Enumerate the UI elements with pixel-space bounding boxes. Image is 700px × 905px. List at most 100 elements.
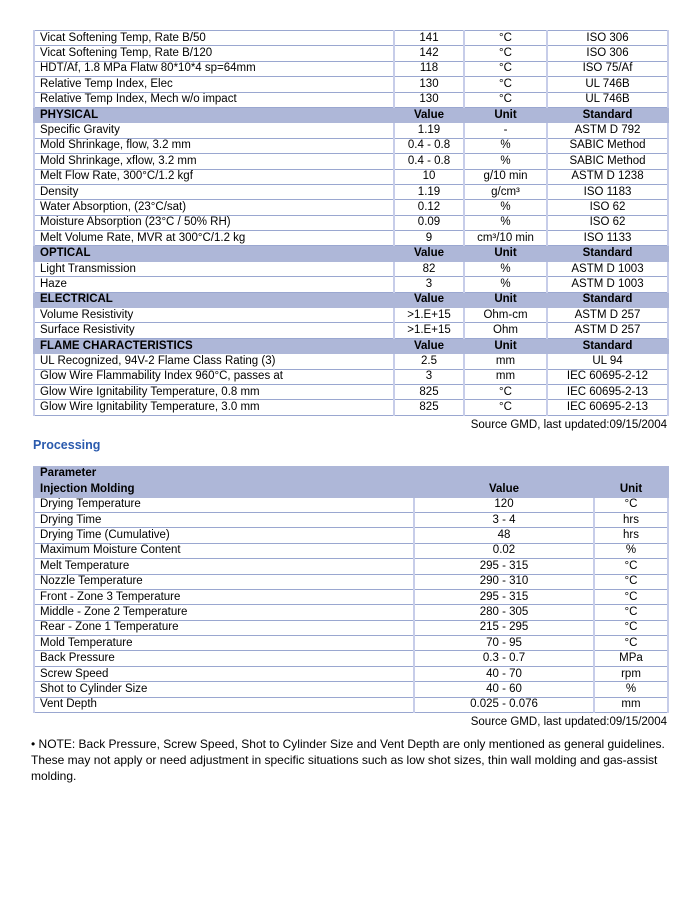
cell-value: 130 [393,76,465,93]
cell-value-header: Value [413,481,595,498]
cell-property: UL Recognized, 94V-2 Flame Class Rating … [33,353,395,370]
cell-unit: °C [463,399,548,416]
cell-unit: Unit [463,106,548,124]
table-row: Glow Wire Ignitability Temperature, 0.8 … [33,383,669,401]
cell-property: Water Absorption, (23°C/sat) [33,199,395,216]
cell-value: 290 - 310 [413,573,595,590]
cell-standard: SABIC Method [546,153,669,170]
table-row: Haze 3 % ASTM D 1003 [33,276,669,293]
cell-standard: Standard [546,106,669,124]
cell-property: Melt Volume Rate, MVR at 300°C/1.2 kg [33,230,395,247]
cell-unit: cm³/10 min [463,230,548,247]
table-row: Back Pressure 0.3 - 0.7 MPa [33,650,670,667]
cell-value: 70 - 95 [413,635,595,652]
cell-property: Relative Temp Index, Elec [33,76,395,93]
table-row: Relative Temp Index, Mech w/o impact 130… [33,91,669,108]
cell-unit: °C [592,635,670,652]
cell-property: HDT/Af, 1.8 MPa Flatw 80*10*4 sp=64mm [33,60,395,78]
cell-unit: mm [463,353,548,370]
cell-value: 215 - 295 [413,619,595,637]
cell-property: Relative Temp Index, Mech w/o impact [33,91,395,108]
cell-standard: ASTM D 1238 [546,168,669,185]
cell-unit: g/10 min [463,168,548,185]
table-row: ELECTRICAL Value Unit Standard [33,291,669,309]
cell-value: 130 [393,91,465,108]
cell-property: Light Transmission [33,260,395,278]
table-row: Vent Depth 0.025 - 0.076 mm [33,696,670,714]
cell-property: Vicat Softening Temp, Rate B/120 [33,45,395,62]
cell-unit: °C [592,619,670,637]
cell-injection-molding-header: Injection Molding [33,481,415,498]
cell-standard: ASTM D 257 [546,307,669,324]
cell-parameter: Mold Temperature [33,635,415,652]
table-row: Maximum Moisture Content 0.02 % [33,542,670,560]
cell-unit: % [592,681,670,698]
cell-unit: Ohm-cm [463,307,548,324]
table-row: Screw Speed 40 - 70 rpm [33,665,670,683]
table-row: Water Absorption, (23°C/sat) 0.12 % ISO … [33,199,669,216]
cell-unit: - [463,122,548,139]
cell-value: Value [393,291,465,309]
cell-standard: ISO 1183 [546,183,669,201]
cell-standard: IEC 60695-2-13 [546,399,669,416]
cell-value: 40 - 70 [413,665,595,683]
cell-unit: % [592,542,670,560]
cell-value: 0.02 [413,542,595,560]
table-row: OPTICAL Value Unit Standard [33,245,669,262]
cell-property: Mold Shrinkage, xflow, 3.2 mm [33,153,395,170]
cell-standard: ASTM D 257 [546,322,669,339]
table-row: Density 1.19 g/cm³ ISO 1183 [33,183,669,201]
cell-standard: ISO 62 [546,199,669,216]
cell-property: Glow Wire Ignitability Temperature, 3.0 … [33,399,395,416]
cell-unit: % [463,137,548,155]
table-header-row-parameter: Parameter [32,465,670,483]
table-row: Volume Resistivity >1.E+15 Ohm-cm ASTM D… [33,307,669,324]
table-row: Melt Temperature 295 - 315 °C [33,558,670,575]
processing-heading: Processing [33,437,101,452]
cell-value: 3 [393,368,465,385]
cell-value: Value [393,106,465,124]
cell-parameter: Maximum Moisture Content [33,542,415,560]
cell-property: Melt Flow Rate, 300°C/1.2 kgf [33,168,395,185]
cell-value: 295 - 315 [413,588,595,606]
table-row: Relative Temp Index, Elec 130 °C UL 746B [33,76,669,93]
table-header-row-injection-molding: Injection Molding Value Unit [33,481,670,498]
cell-property: OPTICAL [33,245,395,262]
cell-standard: ASTM D 1003 [546,260,669,278]
cell-standard: IEC 60695-2-13 [546,383,669,401]
cell-property: ELECTRICAL [33,291,395,309]
cell-value: 295 - 315 [413,558,595,575]
cell-unit: °C [592,588,670,606]
cell-standard: ISO 75/Af [546,60,669,78]
table-row: PHYSICAL Value Unit Standard [33,106,669,124]
table-row: Drying Time 3 - 4 hrs [33,511,670,529]
cell-value: 3 [393,276,465,293]
table-row: Melt Flow Rate, 300°C/1.2 kgf 10 g/10 mi… [33,168,669,185]
cell-standard: ASTM D 1003 [546,276,669,293]
cell-parameter: Rear - Zone 1 Temperature [33,619,415,637]
table-row: UL Recognized, 94V-2 Flame Class Rating … [33,353,669,370]
table-row: Shot to Cylinder Size 40 - 60 % [33,681,670,698]
cell-value: Value [393,245,465,262]
cell-standard: UL 746B [546,76,669,93]
cell-value: 9 [393,230,465,247]
cell-parameter-header: Parameter [32,465,670,483]
properties-table: Vicat Softening Temp, Rate B/50 141 °C I… [33,29,669,416]
cell-value: Value [393,337,465,355]
cell-unit: °C [592,496,670,513]
table-row: Light Transmission 82 % ASTM D 1003 [33,260,669,278]
cell-value: 0.09 [393,214,465,232]
cell-value: 825 [393,399,465,416]
cell-standard: UL 746B [546,91,669,108]
cell-property: Glow Wire Flammability Index 960°C, pass… [33,368,395,385]
cell-unit: °C [463,60,548,78]
cell-property: Specific Gravity [33,122,395,139]
cell-parameter: Nozzle Temperature [33,573,415,590]
cell-value: 120 [413,496,595,513]
table-row: Vicat Softening Temp, Rate B/50 141 °C I… [33,29,669,47]
cell-unit: % [463,199,548,216]
cell-unit: MPa [592,650,670,667]
cell-standard: ISO 306 [546,45,669,62]
cell-standard: ISO 1133 [546,230,669,247]
